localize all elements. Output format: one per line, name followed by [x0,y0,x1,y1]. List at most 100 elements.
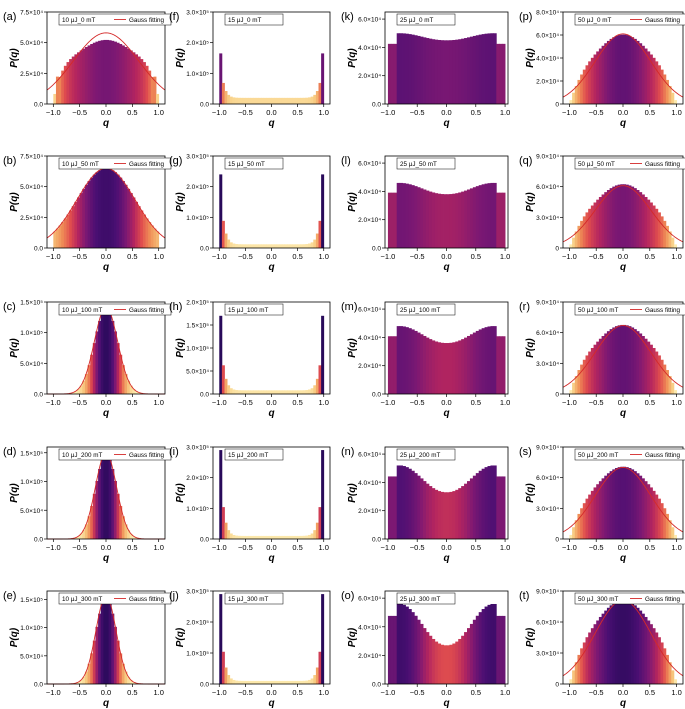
histogram-bar [266,244,270,248]
x-tick-label: −0.5 [589,108,604,117]
histogram-bar [631,186,635,248]
histogram-bar [481,34,485,104]
y-tick-label: 6.0×10⁴ [536,620,559,627]
histogram-bar [232,97,236,104]
histogram-bar [292,390,296,394]
legend-fit-label: Gauss fitting [645,17,680,24]
histogram-bar [318,82,322,104]
histogram-bar [484,606,488,684]
x-tick-label: 0.0 [618,543,628,552]
panel-label: (c) [3,301,16,313]
histogram-bar [221,651,225,684]
histogram-bar [636,190,640,248]
histogram-bar [248,97,252,104]
histogram-bar [633,605,637,684]
histogram-bar [434,341,439,394]
histogram-bar [420,478,424,539]
histogram-bar [502,43,506,104]
histogram-bar [119,354,123,394]
histogram-bar [652,490,656,539]
histogram-bar [318,651,322,684]
histogram-bar [639,192,643,248]
histogram-bar [636,607,640,684]
histogram-bar [305,535,309,539]
histogram-bar [443,343,447,394]
histogram-bar [134,54,138,104]
histogram-bar [313,94,317,104]
histogram-bar [84,373,88,394]
histogram-bar [665,513,669,539]
histogram-bar [248,680,252,684]
y-tick-label: 1.0×10⁵ [186,346,209,353]
y-tick-label: 1.0×10⁵ [20,330,43,337]
histogram-bar [268,535,272,539]
histogram-bar [461,635,465,684]
histogram-bar [63,218,67,248]
histogram-bar [127,676,131,684]
histogram-bar [121,663,125,684]
x-tick-label: 0.0 [101,108,111,117]
histogram-bar [671,92,675,104]
histogram-bar [490,603,494,684]
histogram-bar [420,623,424,684]
histogram-bar [604,610,608,684]
x-axis-label: q [268,262,274,273]
histogram-bar [268,97,272,104]
histogram-bar [305,680,309,684]
panel-label: (o) [341,590,354,602]
histogram-bar [499,615,503,684]
histogram-bar [310,533,314,539]
histogram-bar [620,34,624,104]
histogram-bar [411,34,415,104]
y-axis-label: P(q) [9,627,20,647]
histogram-bar [673,244,677,248]
x-tick-label: 0.5 [292,543,302,552]
y-axis-label: P(q) [525,192,536,212]
x-tick-label: 0.5 [645,398,655,407]
histogram-bar [245,680,249,684]
histogram-bar [58,225,62,248]
histogram-bar [414,186,418,248]
histogram-bar [318,220,322,248]
histogram-bar [580,508,584,539]
histogram-bar [268,390,272,394]
histogram-bar [113,41,117,104]
panel-k: −1.0 −0.5 0.0 0.5 1.0 0.0 2.0×10⁴ 4.0×10⁴ 6.0×10… [341,11,510,129]
histogram-bar [590,490,594,539]
histogram-bar [487,466,491,539]
histogram-bar [268,244,272,248]
histogram-bar [61,222,65,248]
y-tick-label: 2.5×10⁴ [20,215,43,222]
x-axis-label: q [620,553,626,564]
histogram-bar [449,40,453,104]
histogram-bar [426,337,430,394]
y-tick-label: 0.0 [34,392,43,399]
x-axis-label: q [103,262,109,273]
histogram-bar [636,331,640,394]
x-tick-label: −0.5 [410,108,425,117]
histogram-bar [569,534,573,539]
histogram-bar [124,184,128,248]
histogram-bar [414,615,418,684]
y-tick-label: 2.0×10⁵ [186,40,209,47]
histogram-bar [132,52,136,104]
legend-label: 10 μJ_100 mT [62,307,103,314]
histogram-bar [467,37,471,104]
histogram-bar [449,644,453,684]
panel-label: (j) [169,590,179,602]
legend-fit-label: Gauss fitting [129,161,164,168]
histogram-bar [255,680,259,684]
histogram-bar [302,535,306,539]
histogram-bar [281,390,285,394]
y-tick-label: 1.0×10⁵ [20,625,43,632]
panel-label: (p) [519,11,532,23]
histogram-bar [467,628,471,684]
histogram-bar [315,522,319,539]
histogram-bar [84,184,88,248]
histogram-bar [156,93,160,104]
x-tick-label: 0.0 [101,252,111,261]
plot-frame [212,301,331,395]
histogram-bar [308,389,312,394]
y-tick-label: 0 [555,102,559,109]
histogram-bar [639,610,643,684]
